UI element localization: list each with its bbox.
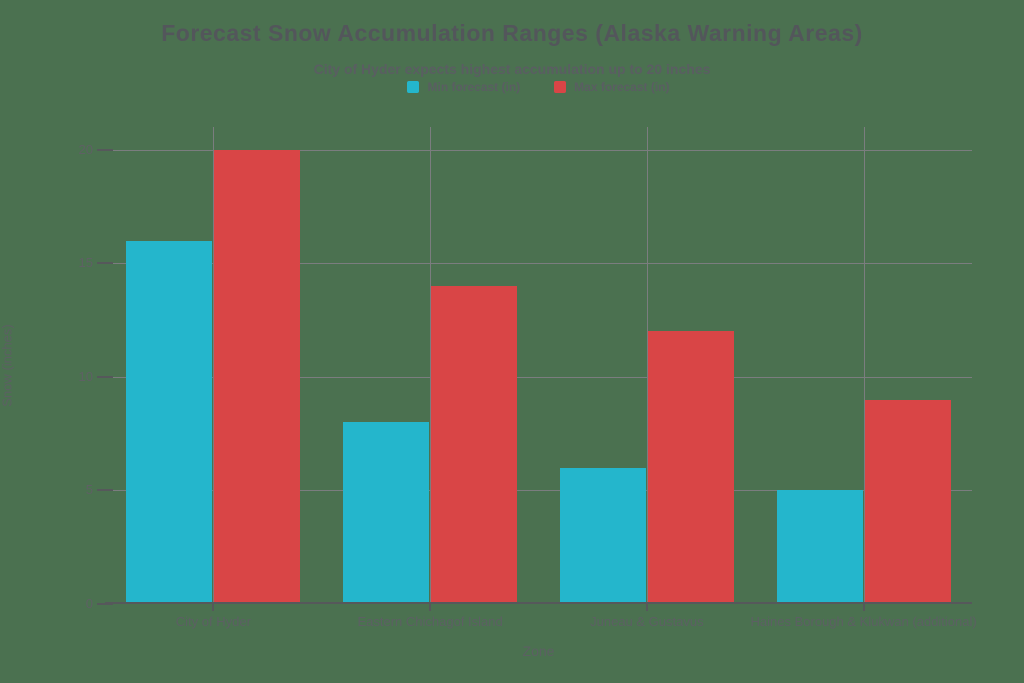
y-axis-title: Snow (inches) — [0, 324, 15, 407]
legend-item-max-forecast: Max forecast (in) — [554, 80, 670, 94]
x-axis-tick-city-of-hyder — [212, 604, 215, 611]
legend-swatch-min-icon — [407, 81, 420, 93]
gridline-x-city-of-hyder — [213, 127, 215, 604]
plot-area: 0 5 10 15 20 City of Hyder Eastern Chichagof I… — [79, 127, 977, 629]
bar-min-eastern-chichagof-island — [343, 422, 430, 604]
y-axis-tick-label-10: 10 — [78, 368, 93, 384]
bar-max-eastern-chichagof-island — [431, 286, 518, 604]
x-axis-tick-haines-borough-klukwan-additional — [862, 604, 865, 611]
gridline-y-10 — [105, 376, 972, 378]
y-axis-tick-0 — [97, 603, 113, 605]
y-axis-tick-label-15: 15 — [78, 255, 93, 271]
bar-max-city-of-hyder — [214, 149, 301, 604]
x-axis-title: Zone — [522, 643, 555, 659]
legend: Min forecast (in) Max forecast (in) — [105, 80, 972, 94]
x-axis-tick-eastern-chichagof-island — [429, 604, 432, 611]
y-axis-tick-5 — [97, 489, 113, 492]
gridline-y-5 — [105, 490, 972, 492]
bar-min-city-of-hyder — [126, 240, 213, 604]
bar-max-haines-borough-klukwan-additional — [864, 399, 951, 604]
x-axis-tick-label-city-of-hyder: City of Hyder — [175, 614, 251, 629]
gridline-x-juneau-gustavus — [646, 127, 648, 604]
x-axis-line — [105, 602, 972, 604]
legend-label-min: Min forecast (in) — [427, 80, 521, 94]
chart-subtitle: City of Hyder expects highest accumulati… — [313, 61, 711, 77]
y-axis-tick-label-5: 5 — [85, 482, 93, 498]
legend-item-min-forecast: Min forecast (in) — [407, 80, 520, 94]
y-axis-tick-label-20: 20 — [78, 141, 93, 157]
bar-max-juneau-gustavus — [647, 331, 734, 604]
legend-label-max: Max forecast (in) — [574, 80, 670, 94]
x-axis-tick-label-haines-borough-klukwan-additional: Haines Borough & Klukwan (additional) — [750, 614, 977, 629]
y-axis-tick-label-0: 0 — [85, 596, 93, 611]
bar-min-juneau-gustavus — [559, 467, 646, 604]
y-axis-tick-10 — [97, 375, 113, 378]
x-axis-tick-juneau-gustavus — [645, 604, 648, 611]
gridline-y-15 — [105, 263, 972, 265]
x-axis-tick-label-eastern-chichagof-island: Eastern Chichagof Island — [357, 614, 503, 629]
y-axis-tick-15 — [97, 262, 113, 265]
chart-title: Forecast Snow Accumulation Ranges (Alask… — [161, 20, 863, 46]
gridline-y-20 — [105, 149, 972, 151]
y-axis-tick-20 — [97, 148, 113, 151]
gridline-x-haines-borough-klukwan-additional — [863, 127, 865, 604]
x-axis-tick-label-juneau-gustavus: Juneau & Gustavus — [590, 614, 704, 629]
bar-min-haines-borough-klukwan-additional — [776, 490, 863, 604]
gridline-x-eastern-chichagof-island — [430, 127, 432, 604]
legend-swatch-max-icon — [554, 81, 567, 93]
